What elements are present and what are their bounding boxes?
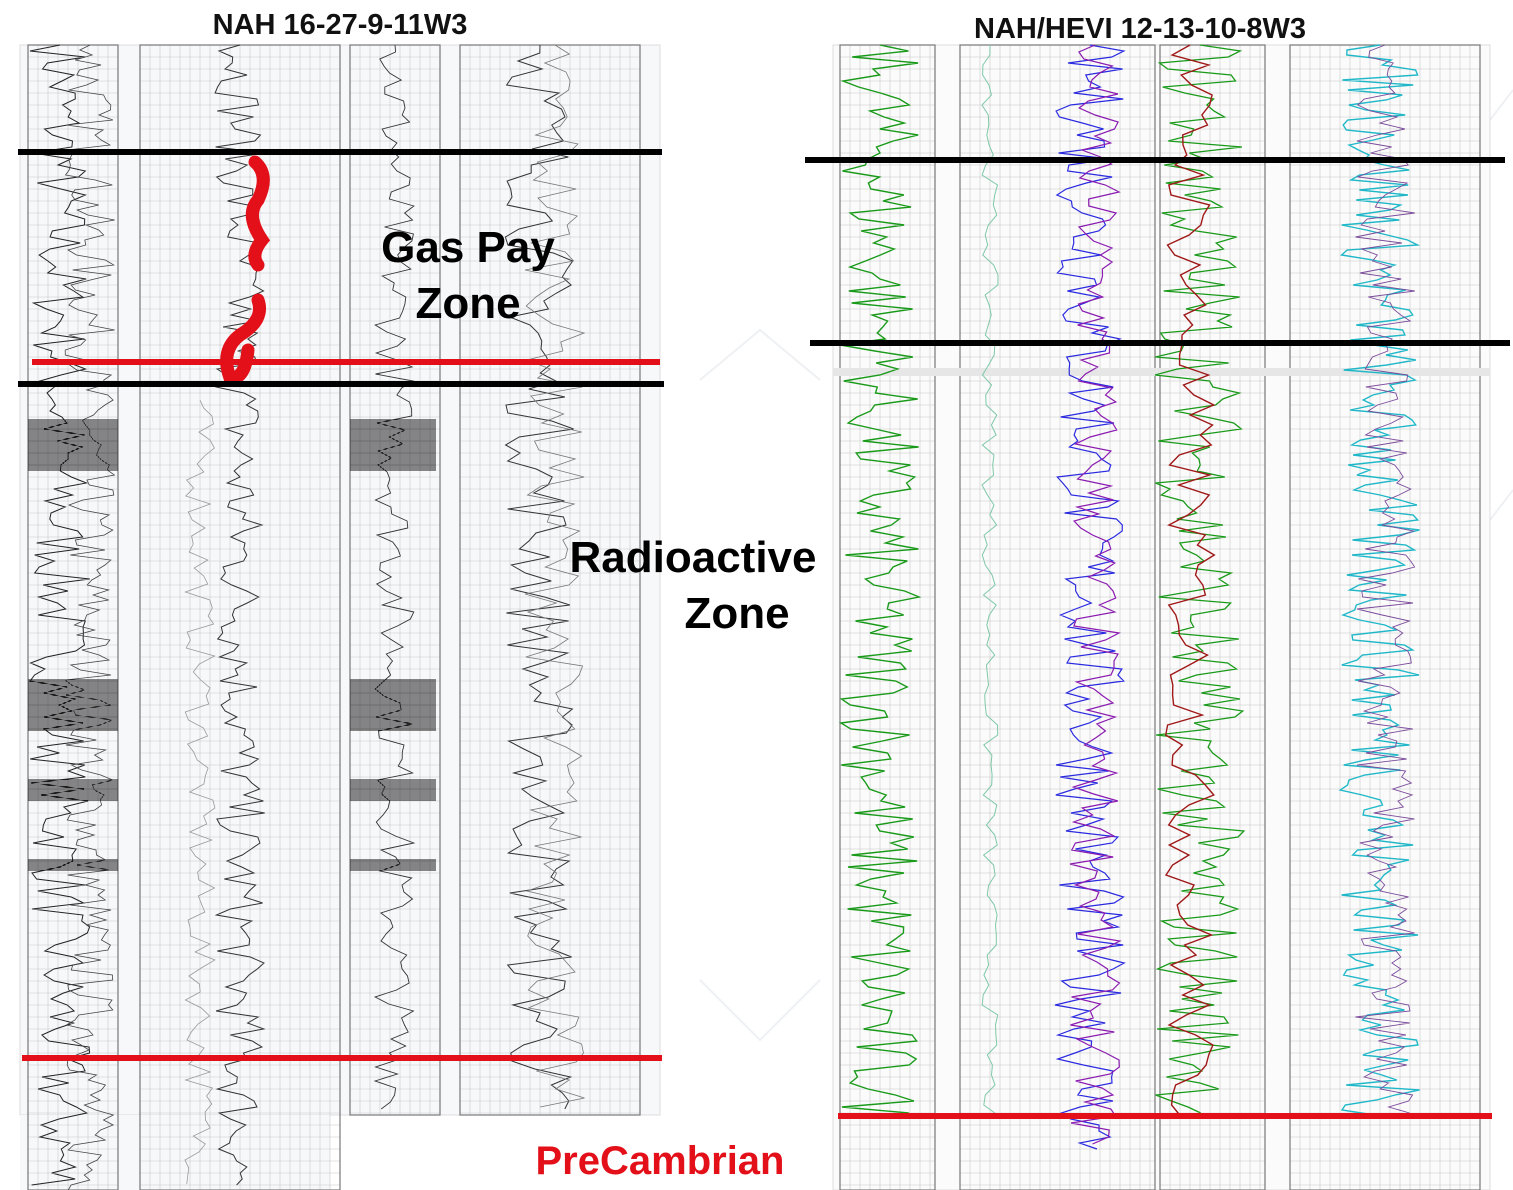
zone-label: Radioactive (570, 533, 817, 582)
log-curve (524, 44, 586, 1108)
log-panel-left-tail (20, 1115, 330, 1190)
zone-label: Zone (684, 589, 789, 638)
log-curve (29, 44, 91, 1186)
log-curves (28, 44, 1421, 1190)
well-title: NAH 16-27-9-11W3 (213, 9, 468, 41)
log-curve (1154, 44, 1246, 1114)
log-curve (504, 44, 574, 1110)
log-curve (1069, 44, 1122, 1145)
track-border (839, 44, 936, 1190)
log-curve (1355, 44, 1416, 1114)
log-curve (214, 44, 266, 1186)
log-curve (64, 44, 116, 1190)
track-border (459, 44, 641, 1116)
log-band (28, 859, 436, 871)
log-panel-right (832, 44, 1491, 1190)
zone-markers (18, 149, 1510, 1119)
track-border (1159, 44, 1266, 1190)
log-curve (981, 44, 999, 1116)
log-curve (1338, 44, 1421, 1116)
log-band (28, 779, 436, 801)
log-curve (373, 44, 416, 1110)
zone-label: Zone (415, 279, 520, 328)
log-curve (1054, 44, 1126, 1150)
zone-label: Gas Pay (381, 223, 555, 272)
track-border (959, 44, 1156, 1190)
log-curve (838, 44, 922, 1114)
formation-label: PreCambrian (536, 1139, 785, 1183)
track-border (27, 44, 119, 1190)
log-band (28, 419, 436, 471)
log-curve (184, 399, 216, 1185)
log-band (28, 679, 436, 731)
gas-pay-highlight (220, 155, 271, 385)
log-break (833, 368, 1490, 376)
background-pattern (699, 89, 1513, 1042)
log-curve (1164, 44, 1216, 1116)
well-title: NAH/HEVI 12-13-10-8W3 (974, 13, 1306, 45)
